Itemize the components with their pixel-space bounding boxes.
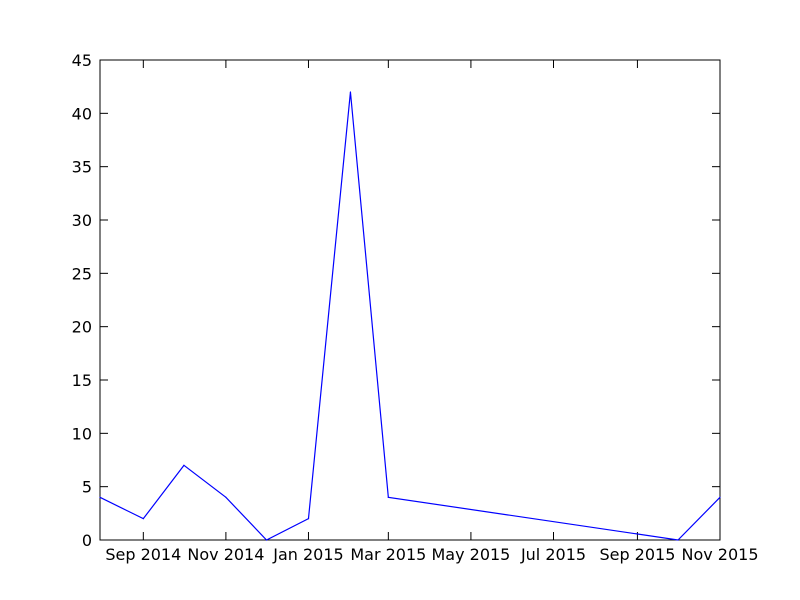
y-tick-label: 40 [72,104,92,123]
x-tick-label: Nov 2015 [681,545,758,564]
y-tick-label: 25 [72,264,92,283]
data-point [99,496,101,498]
y-tick-label: 15 [72,371,92,390]
x-tick-label: Jul 2015 [520,545,586,564]
y-tick-label: 35 [72,158,92,177]
x-tick-label: Mar 2015 [350,545,426,564]
x-tick-label: May 2015 [431,545,510,564]
series-line [99,91,721,541]
y-tick-label: 0 [82,531,92,550]
x-tick-label: Jan 2015 [272,545,343,564]
series-layer [99,91,721,541]
x-tick-label: Nov 2014 [187,545,264,564]
plot-area [99,59,721,541]
data-point [677,539,679,541]
x-tick-label: Sep 2015 [599,545,675,564]
data-point [265,539,268,541]
x-tick-label: Sep 2014 [105,545,181,564]
data-point [183,464,185,466]
y-tick-label: 30 [72,211,92,230]
y-tick-label: 45 [72,51,92,70]
y-tick-label: 20 [72,318,92,337]
y-axis: 0 5 10 15 20 25 30 35 40 45 [72,51,720,550]
data-point [719,496,721,498]
data-point [307,518,310,520]
data-point [225,496,227,498]
y-tick-label: 5 [82,478,92,497]
data-point [387,496,389,498]
y-tick-label: 10 [72,424,92,443]
data-point [142,518,144,520]
plot-frame [99,59,721,541]
data-point [349,91,352,93]
x-axis: Sep 2014 Nov 2014 Jan 2015 Mar 2015 May 2015… [105,60,759,564]
